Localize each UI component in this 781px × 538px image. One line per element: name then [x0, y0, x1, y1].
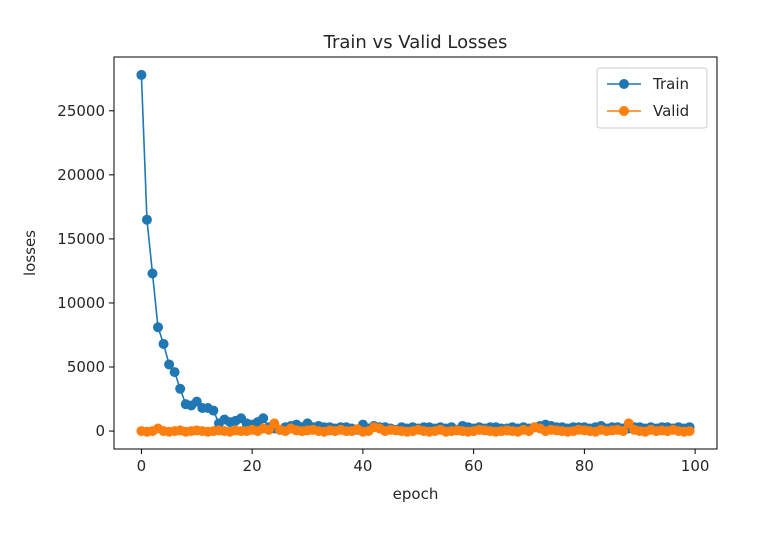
legend: Train Valid — [596, 67, 708, 129]
y-axis-ticks: 0 5000 10000 15000 20000 25000 — [57, 102, 114, 440]
series-layer — [136, 69, 695, 437]
legend-marker-valid — [619, 106, 629, 116]
x-tick-label: 100 — [681, 457, 710, 475]
x-tick-label: 80 — [575, 457, 594, 475]
data-point-train — [141, 214, 152, 225]
y-tick-label: 10000 — [57, 294, 105, 312]
data-point-train — [147, 268, 158, 279]
y-tick-label: 15000 — [57, 230, 105, 248]
data-point-valid — [618, 426, 629, 437]
x-tick-label: 20 — [243, 457, 262, 475]
legend-label-train: Train — [652, 75, 689, 93]
x-axis-ticks: 0 20 40 60 80 100 — [137, 449, 710, 475]
legend-label-valid: Valid — [653, 102, 689, 120]
plot-frame — [113, 56, 718, 450]
x-tick-label: 40 — [353, 457, 372, 475]
data-point-train — [164, 359, 175, 370]
x-tick-label: 60 — [464, 457, 483, 475]
data-point-train — [169, 367, 180, 378]
data-point-train — [175, 383, 186, 394]
x-tick-label: 0 — [137, 457, 147, 475]
data-point-train — [258, 413, 269, 424]
data-point-train — [158, 338, 169, 349]
y-tick-label: 20000 — [57, 166, 105, 184]
data-point-valid — [684, 426, 695, 437]
x-axis-label: epoch — [393, 485, 439, 503]
y-tick-label: 0 — [95, 422, 105, 440]
series-valid — [136, 418, 695, 437]
data-point-train — [153, 322, 164, 333]
data-point-train — [136, 69, 147, 80]
legend-marker-train — [619, 79, 629, 89]
y-tick-label: 25000 — [57, 102, 105, 120]
data-point-train — [208, 405, 219, 416]
chart-title: Train vs Valid Losses — [323, 32, 508, 53]
legend-box — [596, 67, 708, 129]
y-tick-label: 5000 — [67, 358, 105, 376]
y-axis-label: losses — [21, 230, 39, 276]
